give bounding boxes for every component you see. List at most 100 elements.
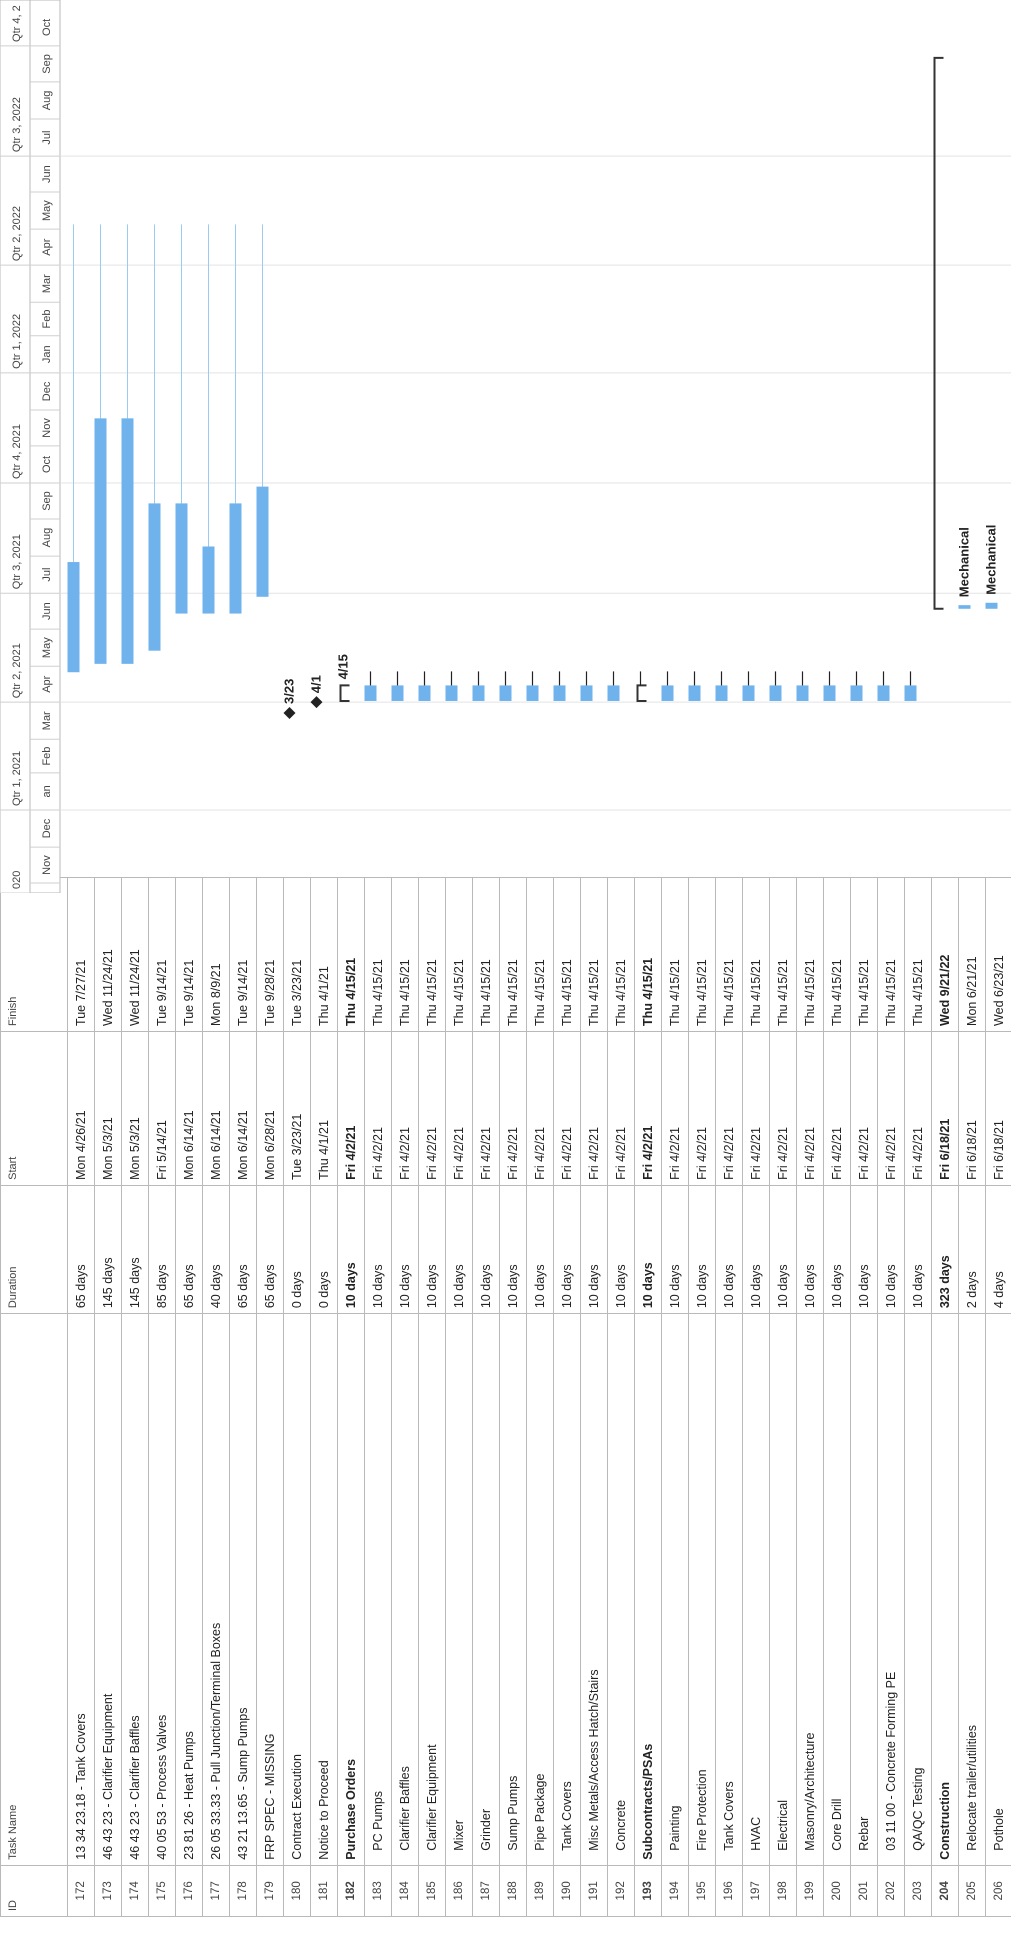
task-duration-cell[interactable]: 10 days xyxy=(769,1185,797,1314)
task-id-cell[interactable]: 181 xyxy=(310,1865,338,1917)
table-row[interactable]: 178 43 21 13.65 - Sump Pumps 65 days Mon 6/… xyxy=(229,877,257,1917)
task-name-cell[interactable]: 46 43 23 - Clarifier Baffles xyxy=(121,1313,149,1866)
table-row[interactable]: 174 46 43 23 - Clarifier Baffles 145 days M… xyxy=(121,877,149,1917)
task-start-cell[interactable]: Fri 5/14/21 xyxy=(148,1031,176,1186)
task-name-cell[interactable]: Rebar xyxy=(850,1313,878,1866)
task-finish-cell[interactable]: Thu 4/15/21 xyxy=(553,877,581,1032)
task-id-cell[interactable]: 188 xyxy=(499,1865,527,1917)
task-id-cell[interactable]: 173 xyxy=(94,1865,122,1917)
task-duration-cell[interactable]: 10 days xyxy=(661,1185,689,1314)
task-name-cell[interactable]: PC Pumps xyxy=(364,1313,392,1866)
task-start-cell[interactable]: Fri 4/2/21 xyxy=(472,1031,500,1186)
task-name-cell[interactable]: Fire Protection xyxy=(688,1313,716,1866)
task-id-cell[interactable]: 172 xyxy=(67,1865,95,1917)
table-row[interactable]: 205 Relocate trailer/utilities 2 days Fri 6… xyxy=(958,877,986,1917)
task-duration-cell[interactable]: 10 days xyxy=(823,1185,851,1314)
task-duration-cell[interactable]: 10 days xyxy=(553,1185,581,1314)
task-finish-cell[interactable]: Thu 4/15/21 xyxy=(769,877,797,1032)
table-row[interactable]: 198 Electrical 10 days Fri 4/2/21 Thu 4/15/2… xyxy=(769,877,797,1917)
task-name-cell[interactable]: Masonry/Architecture xyxy=(796,1313,824,1866)
task-finish-cell[interactable]: Wed 11/24/21 xyxy=(94,877,122,1032)
table-row[interactable]: 180 Contract Execution 0 days Tue 3/23/21 Tu… xyxy=(283,877,311,1917)
task-name-cell[interactable]: 40 05 53 - Process Valves xyxy=(148,1313,176,1866)
task-start-cell[interactable]: Fri 4/2/21 xyxy=(715,1031,743,1186)
task-finish-cell[interactable]: Tue 9/14/21 xyxy=(175,877,203,1032)
task-id-cell[interactable]: 195 xyxy=(688,1865,716,1917)
table-row[interactable]: 188 Sump Pumps 10 days Fri 4/2/21 Thu 4/15/2… xyxy=(499,877,527,1917)
task-duration-cell[interactable]: 10 days xyxy=(526,1185,554,1314)
task-start-cell[interactable]: Thu 4/1/21 xyxy=(310,1031,338,1186)
task-finish-cell[interactable]: Thu 4/15/21 xyxy=(445,877,473,1032)
table-row[interactable]: 173 46 43 23 - Clarifier Equipment 145 day… xyxy=(94,877,122,1917)
task-name-cell[interactable]: Construction xyxy=(931,1313,959,1866)
task-id-cell[interactable]: 190 xyxy=(553,1865,581,1917)
column-header-finish[interactable]: Finish xyxy=(0,877,68,1032)
table-row[interactable]: 176 23 81 26 - Heat Pumps 65 days Mon 6/14/… xyxy=(175,877,203,1917)
task-name-cell[interactable]: Pipe Package xyxy=(526,1313,554,1866)
task-id-cell[interactable]: 176 xyxy=(175,1865,203,1917)
task-duration-cell[interactable]: 85 days xyxy=(148,1185,176,1314)
task-id-cell[interactable]: 196 xyxy=(715,1865,743,1917)
task-start-cell[interactable]: Fri 4/2/21 xyxy=(742,1031,770,1186)
task-id-cell[interactable]: 180 xyxy=(283,1865,311,1917)
task-start-cell[interactable]: Fri 4/2/21 xyxy=(364,1031,392,1186)
task-name-cell[interactable]: Grinder xyxy=(472,1313,500,1866)
table-row[interactable]: 197 HVAC 10 days Fri 4/2/21 Thu 4/15/21 xyxy=(742,877,770,1917)
task-name-cell[interactable]: Tank Covers xyxy=(553,1313,581,1866)
task-id-cell[interactable]: 174 xyxy=(121,1865,149,1917)
task-finish-cell[interactable]: Thu 4/15/21 xyxy=(742,877,770,1032)
column-header-id[interactable]: ID xyxy=(0,1865,68,1917)
task-finish-cell[interactable]: Tue 9/28/21 xyxy=(256,877,284,1032)
task-id-cell[interactable]: 191 xyxy=(580,1865,608,1917)
task-start-cell[interactable]: Fri 4/2/21 xyxy=(499,1031,527,1186)
task-name-cell[interactable]: Concrete xyxy=(607,1313,635,1866)
task-finish-cell[interactable]: Thu 4/15/21 xyxy=(634,877,662,1032)
table-row[interactable]: 182 Purchase Orders 10 days Fri 4/2/21 Thu 4… xyxy=(337,877,365,1917)
task-duration-cell[interactable]: 10 days xyxy=(850,1185,878,1314)
task-id-cell[interactable]: 187 xyxy=(472,1865,500,1917)
task-finish-cell[interactable]: Wed 9/21/22 xyxy=(931,877,959,1032)
task-duration-cell[interactable]: 65 days xyxy=(175,1185,203,1314)
task-start-cell[interactable]: Fri 4/2/21 xyxy=(850,1031,878,1186)
task-name-cell[interactable]: Subcontracts/PSAs xyxy=(634,1313,662,1866)
task-name-cell[interactable]: Purchase Orders xyxy=(337,1313,365,1866)
table-row[interactable]: 186 Mixer 10 days Fri 4/2/21 Thu 4/15/21 xyxy=(445,877,473,1917)
task-finish-cell[interactable]: Thu 4/15/21 xyxy=(661,877,689,1032)
task-finish-cell[interactable]: Thu 4/15/21 xyxy=(391,877,419,1032)
task-duration-cell[interactable]: 10 days xyxy=(634,1185,662,1314)
task-duration-cell[interactable]: 10 days xyxy=(796,1185,824,1314)
task-name-cell[interactable]: HVAC xyxy=(742,1313,770,1866)
table-row[interactable]: 184 Clarifier Baffles 10 days Fri 4/2/21 Thu… xyxy=(391,877,419,1917)
task-id-cell[interactable]: 204 xyxy=(931,1865,959,1917)
task-id-cell[interactable]: 201 xyxy=(850,1865,878,1917)
task-id-cell[interactable]: 192 xyxy=(607,1865,635,1917)
task-start-cell[interactable]: Fri 4/2/21 xyxy=(553,1031,581,1186)
task-id-cell[interactable]: 205 xyxy=(958,1865,986,1917)
task-duration-cell[interactable]: 323 days xyxy=(931,1185,959,1314)
task-start-cell[interactable]: Fri 4/2/21 xyxy=(607,1031,635,1186)
task-finish-cell[interactable]: Thu 4/15/21 xyxy=(607,877,635,1032)
task-start-cell[interactable]: Mon 6/28/21 xyxy=(256,1031,284,1186)
task-name-cell[interactable]: 13 34 23.18 - Tank Covers xyxy=(67,1313,95,1866)
task-name-cell[interactable]: Core Drill xyxy=(823,1313,851,1866)
task-duration-cell[interactable]: 10 days xyxy=(607,1185,635,1314)
task-duration-cell[interactable]: 10 days xyxy=(499,1185,527,1314)
task-finish-cell[interactable]: Thu 4/15/21 xyxy=(823,877,851,1032)
task-start-cell[interactable]: Fri 4/2/21 xyxy=(823,1031,851,1186)
table-row[interactable]: 190 Tank Covers 10 days Fri 4/2/21 Thu 4/15/… xyxy=(553,877,581,1917)
task-duration-cell[interactable]: 10 days xyxy=(580,1185,608,1314)
task-start-cell[interactable]: Fri 4/2/21 xyxy=(688,1031,716,1186)
task-start-cell[interactable]: Mon 5/3/21 xyxy=(121,1031,149,1186)
table-row[interactable]: 185 Clarifier Equipment 10 days Fri 4/2/21 T… xyxy=(418,877,446,1917)
task-id-cell[interactable]: 206 xyxy=(985,1865,1011,1917)
task-id-cell[interactable]: 193 xyxy=(634,1865,662,1917)
task-finish-cell[interactable]: Tue 9/14/21 xyxy=(229,877,257,1032)
task-start-cell[interactable]: Mon 5/3/21 xyxy=(94,1031,122,1186)
task-start-cell[interactable]: Fri 4/2/21 xyxy=(634,1031,662,1186)
task-duration-cell[interactable]: 10 days xyxy=(715,1185,743,1314)
task-id-cell[interactable]: 178 xyxy=(229,1865,257,1917)
task-name-cell[interactable]: 43 21 13.65 - Sump Pumps xyxy=(229,1313,257,1866)
task-finish-cell[interactable]: Thu 4/15/21 xyxy=(472,877,500,1032)
task-duration-cell[interactable]: 4 days xyxy=(985,1185,1011,1314)
task-id-cell[interactable]: 183 xyxy=(364,1865,392,1917)
